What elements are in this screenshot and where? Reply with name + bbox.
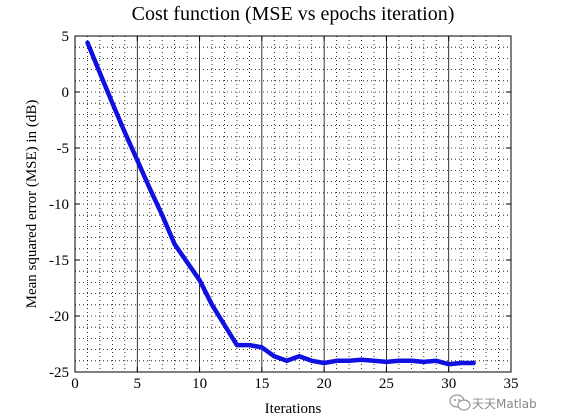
x-axis-ticks: 0 5 10 15 20 25 30 35 — [71, 36, 519, 392]
minor-grid — [75, 36, 511, 372]
plot-frame — [74, 35, 512, 373]
x-tick-label: 15 — [254, 376, 269, 392]
x-tick-label: 20 — [317, 376, 332, 392]
wechat-icon — [449, 394, 471, 411]
y-tick-label: -5 — [57, 141, 70, 157]
x-tick-label: 10 — [192, 376, 207, 392]
major-grid — [136, 36, 450, 372]
x-tick-label: 35 — [504, 376, 519, 392]
series-group — [85, 40, 476, 367]
y-tick-label: -25 — [49, 365, 69, 381]
x-axis-label: Iterations — [265, 401, 322, 417]
watermark-text: 天天Matlab — [472, 397, 537, 411]
x-tick-label: 0 — [71, 376, 79, 392]
y-tick-label: -10 — [49, 197, 69, 213]
y-axis-ticks: 5 0 -5 -10 -15 -20 -25 — [49, 29, 511, 381]
series-line — [85, 40, 476, 367]
y-axis-label: Mean squared error (MSE) in (dB) — [24, 100, 40, 309]
y-tick-label: 5 — [62, 29, 70, 45]
y-tick-label: 0 — [62, 85, 70, 101]
x-tick-label: 5 — [134, 376, 142, 392]
y-tick-label: -15 — [49, 253, 69, 269]
x-tick-label: 25 — [379, 376, 394, 392]
x-tick-label: 30 — [441, 376, 456, 392]
y-tick-label: -20 — [49, 309, 69, 325]
chart-title: Cost function (MSE vs epochs iteration) — [132, 3, 455, 25]
watermark: 天天Matlab — [449, 394, 537, 411]
